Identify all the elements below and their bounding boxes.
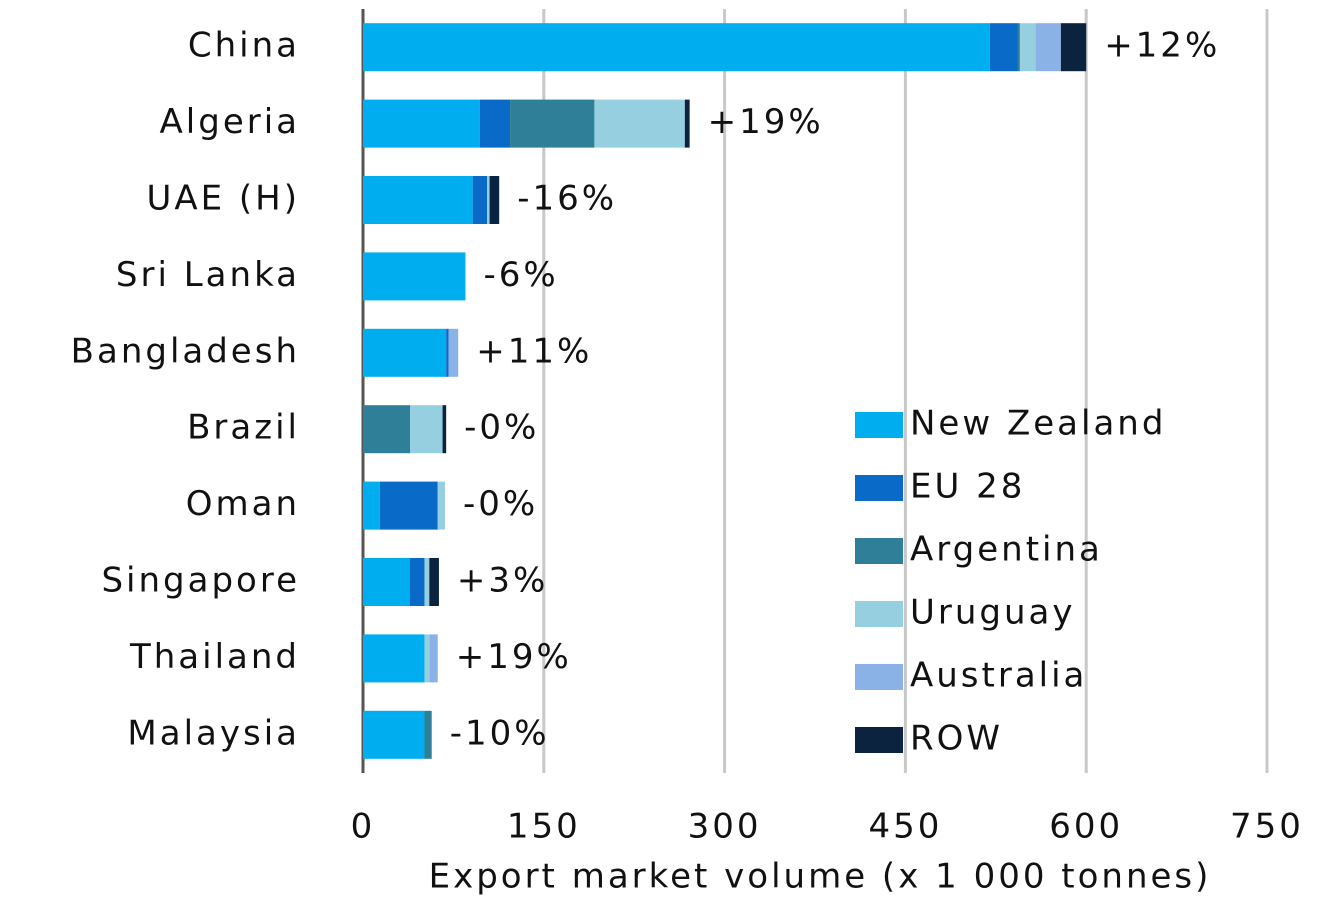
bar-segment — [489, 176, 500, 224]
y-tick-label: Sri Lanka — [116, 255, 300, 295]
legend-label: ROW — [910, 719, 1003, 759]
growth-label: -6% — [483, 255, 558, 295]
bar-segment — [448, 328, 459, 377]
growth-label: +19% — [708, 102, 824, 142]
x-tick-label: 300 — [688, 807, 762, 847]
bar-segment — [363, 252, 466, 301]
bar-segment — [487, 176, 490, 224]
bar-segment — [1019, 23, 1036, 72]
bar-segment — [446, 328, 449, 377]
x-tick-label: 450 — [868, 807, 942, 847]
bar-segment — [410, 405, 443, 454]
bar-segment — [1017, 23, 1020, 72]
bar-segment — [1060, 23, 1087, 72]
legend-swatch — [855, 412, 903, 438]
bar-segment — [479, 99, 511, 148]
bar-segment — [424, 710, 432, 759]
x-axis-title: Export market volume (x 1 000 tonnes) — [429, 857, 1212, 897]
bar-segment — [429, 558, 439, 606]
y-tick-label: Bangladesh — [71, 331, 300, 371]
bar-segment — [363, 99, 480, 148]
legend-swatch — [855, 475, 903, 501]
bar-segment — [429, 634, 438, 683]
growth-label: -16% — [517, 179, 617, 219]
growth-label: +11% — [476, 331, 592, 371]
y-tick-label: Algeria — [160, 102, 300, 142]
legend-label: Argentina — [910, 530, 1103, 570]
growth-label: -0% — [464, 408, 539, 448]
growth-label: +19% — [456, 637, 572, 677]
legend-swatch — [855, 727, 903, 753]
bar-segment — [410, 558, 425, 606]
bar-segment — [989, 23, 1018, 72]
bar-segment — [424, 558, 430, 606]
growth-label: -0% — [463, 484, 538, 524]
y-tick-label: Malaysia — [127, 713, 300, 753]
legend-label: Uruguay — [910, 593, 1076, 633]
bar-segment — [363, 23, 990, 72]
bar-segment — [363, 481, 380, 530]
legend-label: EU 28 — [910, 467, 1025, 507]
y-tick-label: Thailand — [129, 637, 300, 677]
bar-segment — [379, 481, 438, 530]
bar-segment — [363, 405, 411, 454]
y-tick-label: China — [188, 26, 300, 66]
x-tick-label: 750 — [1230, 807, 1304, 847]
legend-swatch — [855, 601, 903, 627]
x-tick-label: 600 — [1049, 807, 1123, 847]
bar-segment — [472, 176, 488, 224]
growth-label: -10% — [450, 713, 550, 753]
legend-swatch — [855, 538, 903, 564]
bar-segment — [363, 176, 473, 224]
x-tick-label: 150 — [507, 807, 581, 847]
growth-label: +12% — [1104, 26, 1220, 66]
legend-swatch — [855, 664, 903, 690]
y-tick-label: Singapore — [101, 561, 300, 601]
bar-segment — [684, 99, 690, 148]
bar-segment — [510, 99, 595, 148]
bar-segment — [363, 328, 447, 377]
bar-segment — [363, 710, 425, 759]
y-tick-label: UAE (H) — [146, 179, 300, 219]
y-tick-label: Brazil — [187, 408, 300, 448]
bar-segment — [1035, 23, 1061, 72]
bar-segment — [363, 558, 411, 606]
legend-label: Australia — [910, 656, 1087, 696]
growth-label: +3% — [457, 561, 548, 601]
bar-segment — [424, 634, 430, 683]
legend-label: New Zealand — [910, 404, 1166, 444]
x-tick-label: 0 — [351, 807, 376, 847]
bar-segment — [442, 405, 447, 454]
bar-segment — [594, 99, 685, 148]
bar-segment — [437, 481, 445, 530]
bar-segment — [363, 634, 425, 683]
y-tick-label: Oman — [186, 484, 300, 524]
